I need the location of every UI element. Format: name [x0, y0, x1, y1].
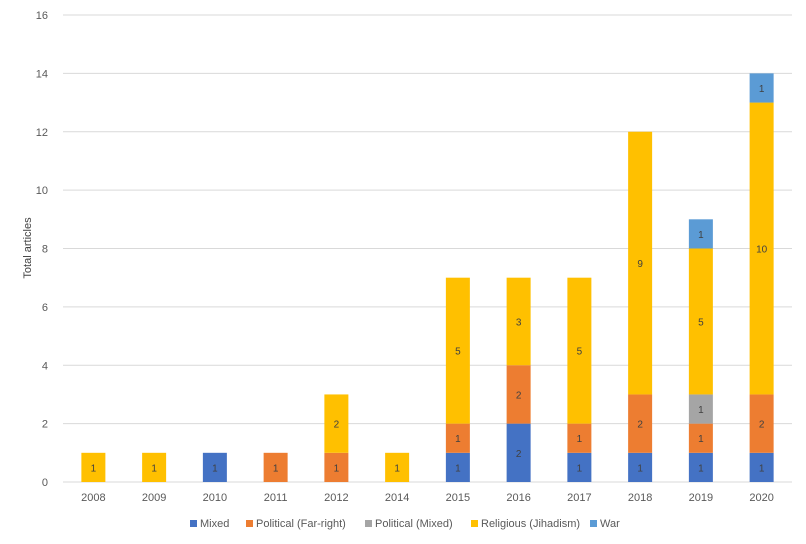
data-label: 1	[637, 463, 643, 474]
data-label: 2	[516, 449, 522, 460]
bars: 1 1 1 1 1 2 1 1 1 5 2 2 3 1 1 5 1 2 9 1 1 1 5 1 1 2 10 1	[81, 73, 774, 482]
legend[interactable]: Mixed Political (Far-right) Political (Mix…	[190, 518, 620, 530]
legend-swatch	[190, 520, 197, 527]
x-tick-label: 2010	[203, 492, 227, 504]
y-tick-label: 6	[42, 302, 48, 314]
legend-label[interactable]: Religious (Jihadism)	[481, 518, 580, 530]
bar-segment	[445, 277, 470, 424]
data-label: 1	[698, 405, 704, 416]
x-tick-label: 2017	[567, 492, 591, 504]
bar-segment	[749, 73, 774, 103]
legend-swatch	[365, 520, 372, 527]
x-tick-label: 2014	[385, 492, 409, 504]
bar-segment	[445, 423, 470, 453]
y-tick-label: 16	[36, 10, 48, 22]
x-tick-label: 2015	[446, 492, 470, 504]
bar-segment	[324, 452, 349, 482]
legend-swatch	[246, 520, 253, 527]
y-tick-label: 12	[36, 127, 48, 139]
data-label: 1	[455, 434, 461, 445]
bar-segment	[628, 131, 653, 395]
y-axis-ticks: 0 2 4 6 8 10 12 14 16	[36, 10, 48, 489]
x-tick-label: 2018	[628, 492, 652, 504]
bar-segment	[749, 394, 774, 453]
bar-segment	[749, 452, 774, 482]
bar-segment	[688, 394, 713, 424]
bar-segment	[142, 452, 167, 482]
data-label: 1	[212, 463, 218, 474]
data-label: 9	[637, 259, 643, 270]
bar-segment	[628, 452, 653, 482]
data-label: 1	[273, 463, 279, 474]
y-axis-label: Total articles	[22, 217, 34, 279]
bar-segment	[688, 423, 713, 453]
legend-label[interactable]: Mixed	[200, 518, 229, 530]
bar-segment	[506, 423, 531, 482]
data-label: 5	[455, 347, 461, 358]
data-label: 1	[759, 463, 765, 474]
x-tick-label: 2008	[81, 492, 105, 504]
legend-swatch	[471, 520, 478, 527]
gridlines	[63, 14, 792, 483]
bar-segment	[567, 277, 592, 424]
bar-segment	[567, 452, 592, 482]
data-label: 1	[151, 463, 157, 474]
legend-label[interactable]: Political (Far-right)	[256, 518, 346, 530]
data-label: 1	[455, 463, 461, 474]
x-tick-label: 2009	[142, 492, 166, 504]
y-tick-label: 4	[42, 360, 48, 372]
x-tick-label: 2016	[506, 492, 530, 504]
data-label: 2	[637, 420, 643, 431]
bar-segment	[688, 248, 713, 395]
x-axis-ticks: 2008 2009 2010 2011 2012 2014 2015 2016 2017 2018…	[81, 492, 774, 504]
bar-segment	[445, 452, 470, 482]
y-tick-label: 14	[36, 68, 48, 80]
bar-segment	[385, 452, 410, 482]
data-label: 10	[756, 245, 768, 256]
data-label: 1	[698, 434, 704, 445]
data-label: 1	[91, 463, 97, 474]
y-tick-label: 0	[42, 477, 48, 489]
data-label: 1	[759, 84, 765, 95]
x-tick-label: 2019	[689, 492, 713, 504]
bar-segment	[324, 394, 349, 453]
legend-label[interactable]: Political (Mixed)	[375, 518, 453, 530]
data-label: 1	[394, 463, 400, 474]
data-label: 2	[516, 390, 522, 401]
y-tick-label: 10	[36, 185, 48, 197]
bar-segment	[202, 452, 227, 482]
data-label: 2	[759, 420, 765, 431]
x-tick-label: 2011	[264, 492, 288, 504]
y-tick-label: 2	[42, 419, 48, 431]
data-label: 3	[516, 317, 522, 328]
bar-segment	[263, 452, 288, 482]
y-tick-label: 8	[42, 244, 48, 256]
data-label: 1	[577, 463, 583, 474]
bar-segment	[628, 394, 653, 453]
bar-segment	[688, 452, 713, 482]
bar-segment	[506, 277, 531, 366]
data-label: 5	[698, 317, 704, 328]
data-label: 5	[577, 347, 583, 358]
bar-segment	[567, 423, 592, 453]
bar-segment	[688, 219, 713, 249]
data-label: 1	[698, 230, 704, 241]
x-tick-label: 2012	[324, 492, 348, 504]
data-label: 1	[334, 463, 340, 474]
bar-segment	[506, 365, 531, 424]
legend-label[interactable]: War	[600, 518, 620, 530]
bar-segment	[749, 102, 774, 395]
data-label: 1	[698, 463, 704, 474]
data-label: 2	[334, 420, 340, 431]
bar-segment	[81, 452, 106, 482]
data-label: 1	[577, 434, 583, 445]
legend-swatch	[590, 520, 597, 527]
x-tick-label: 2020	[749, 492, 773, 504]
